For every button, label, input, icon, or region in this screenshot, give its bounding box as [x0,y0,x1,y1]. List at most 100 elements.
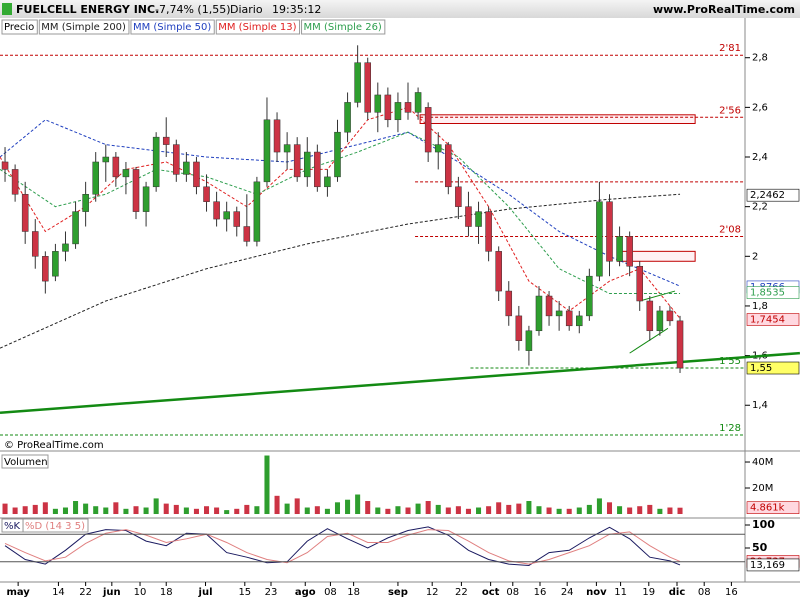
candle-body [314,151,321,188]
last-value-label: 1,55 [750,363,772,374]
volume-bar [546,507,552,515]
candle-body [505,290,513,317]
trendline [629,327,669,354]
legend-entry: MM (Simple 200) [41,22,126,33]
volume-bar [405,507,411,515]
volume-bar [2,503,8,515]
candle-body [626,236,633,267]
candle-body [354,62,361,103]
volume-bar [385,508,391,515]
volume-bar [254,506,260,515]
x-tick-label: 10 [134,587,147,598]
candle-body [92,161,99,195]
candle-body [666,310,674,322]
candle-body [11,169,19,195]
candle-body [213,201,220,220]
candle-body [656,310,664,332]
x-tick-label: 08 [324,587,337,598]
candle-body [112,156,120,178]
volume-bar [677,507,683,515]
volume-bar [183,507,189,515]
candle-body [576,315,583,327]
volume-bar [264,455,270,515]
volume-bar [425,501,431,515]
candle-body [62,243,69,252]
legend-entry: %D (14 3 5) [25,521,85,532]
x-tick-label: 14 [52,587,65,598]
change: -7,74% (1,55) [155,3,231,16]
candle-body [515,315,523,341]
last-value-box [746,188,800,202]
trendline [639,290,676,302]
volume-bar [193,508,199,515]
volume-bar [576,507,582,515]
y-tick-label: 100 [752,518,775,531]
x-tick-label: dic [669,587,686,598]
volume-bar [304,507,310,515]
legend-entry: MM (Simple 50) [133,22,211,33]
volume-bar [133,506,139,515]
x-tick-label: 18 [160,587,173,598]
y-tick-label: 2,8 [752,53,768,64]
x-tick-label: oct [482,587,500,598]
volume-bar [153,498,159,515]
candle-body [263,119,271,183]
candle-body [283,144,291,153]
stochastic-line [4,526,681,566]
volume-bar [455,506,461,515]
x-tick-label: 12 [426,587,439,598]
candle-body [303,151,311,178]
last-value-label: 4.861k [750,503,785,514]
moving-average [0,106,681,319]
candle-body [293,144,301,178]
y-tick-label: 20M [752,483,773,494]
candle-body [52,251,59,277]
moving-average [0,131,681,295]
volume-bar [516,503,522,515]
candle-body [183,161,190,175]
last-value-label: 13,169 [750,560,785,571]
x-tick-label: 08 [698,587,711,598]
candle-body [132,169,140,212]
volume-bar [415,503,421,515]
volume-bar [294,498,300,515]
candle-body [233,211,241,227]
x-tick-label: 08 [506,587,519,598]
legend-box [130,19,215,35]
candle-body [42,256,49,282]
volume-bar [647,504,653,515]
level-label: 1'55 [719,356,741,367]
volume-bar [556,508,562,515]
legend-box [1,19,38,35]
y-tick-label: 2 [752,251,758,262]
candle-body [374,94,382,113]
legend-box [215,19,301,35]
volume-bar [244,504,250,515]
candle-body [525,330,533,351]
volume-bar [324,508,330,515]
volume-bar [486,506,492,515]
candle-body [102,156,110,163]
volume-bar [123,508,129,515]
candle-body [243,226,251,242]
candle-body [545,295,553,317]
last-value-label: 2,2462 [750,190,785,201]
candle-body [82,193,89,212]
volume-bar [334,502,341,515]
candle-body [475,211,482,227]
volume-bar [435,504,441,515]
volume-bar [667,507,673,515]
candle-body [636,265,643,302]
candle-body [586,275,593,317]
candle-body [193,161,200,188]
volume-bar [284,503,290,515]
last-value-label: 1,7454 [750,315,785,326]
volume-bar [496,502,502,515]
time: 19:35:12 [272,3,321,16]
last-value-label: 1,8535 [750,288,785,299]
volume-bar [536,506,542,515]
level-label: 2'08 [719,224,741,235]
candle-body [596,201,603,277]
legend-entry: MM (Simple 26) [304,22,382,33]
